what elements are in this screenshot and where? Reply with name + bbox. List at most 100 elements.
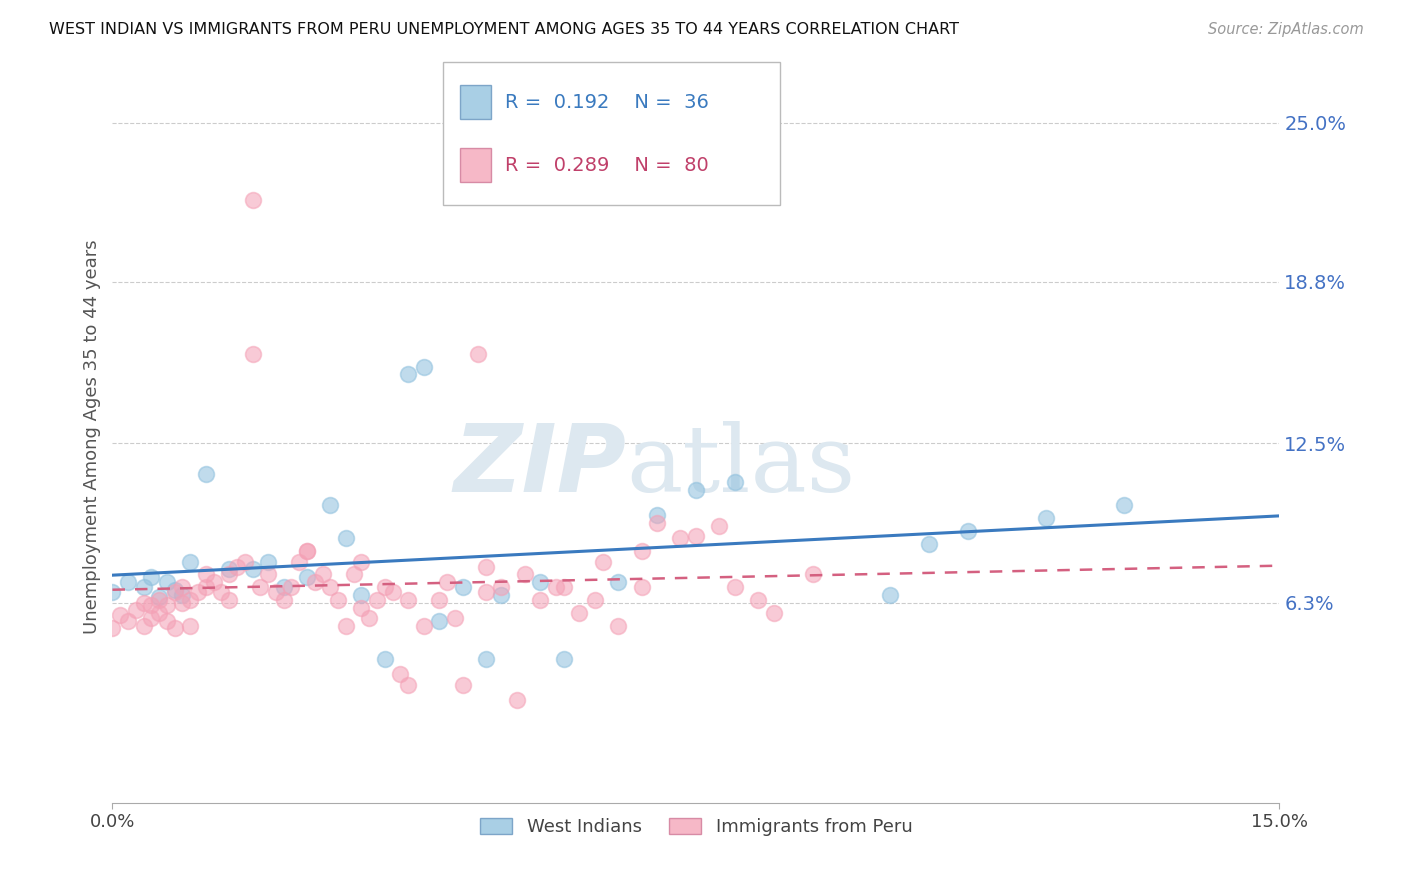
- Point: [172, 580, 194, 594]
- Point: [242, 193, 264, 207]
- Point: [148, 591, 170, 605]
- Point: [359, 611, 381, 625]
- Y-axis label: Unemployment Among Ages 35 to 44 years: Unemployment Among Ages 35 to 44 years: [83, 240, 101, 634]
- Point: [233, 555, 256, 569]
- Point: [412, 618, 434, 632]
- Point: [218, 562, 240, 576]
- Point: [335, 618, 357, 632]
- Legend: West Indians, Immigrants from Peru: West Indians, Immigrants from Peru: [471, 809, 921, 845]
- Point: [226, 559, 249, 574]
- Point: [544, 580, 567, 594]
- Point: [350, 588, 373, 602]
- Point: [257, 567, 280, 582]
- Point: [607, 618, 630, 632]
- Point: [506, 693, 529, 707]
- Point: [141, 611, 163, 625]
- Point: [172, 588, 194, 602]
- Point: [202, 575, 225, 590]
- Point: [117, 614, 139, 628]
- Point: [319, 498, 342, 512]
- Point: [724, 580, 747, 594]
- Point: [163, 585, 186, 599]
- Point: [101, 621, 124, 635]
- Point: [427, 593, 450, 607]
- Point: [553, 580, 575, 594]
- Point: [607, 575, 630, 590]
- Point: [242, 562, 264, 576]
- Point: [156, 614, 179, 628]
- Point: [172, 596, 194, 610]
- Point: [685, 529, 707, 543]
- Point: [148, 593, 170, 607]
- Point: [1035, 511, 1057, 525]
- Point: [669, 532, 692, 546]
- Point: [513, 567, 536, 582]
- Point: [592, 555, 614, 569]
- Point: [1112, 498, 1135, 512]
- Point: [366, 593, 388, 607]
- Point: [319, 580, 342, 594]
- Point: [583, 593, 606, 607]
- Point: [132, 596, 155, 610]
- Point: [257, 555, 280, 569]
- Point: [179, 593, 201, 607]
- Point: [273, 580, 295, 594]
- Point: [350, 600, 373, 615]
- Text: WEST INDIAN VS IMMIGRANTS FROM PERU UNEMPLOYMENT AMONG AGES 35 TO 44 YEARS CORRE: WEST INDIAN VS IMMIGRANTS FROM PERU UNEM…: [49, 22, 959, 37]
- Point: [451, 580, 474, 594]
- Point: [326, 593, 349, 607]
- Point: [273, 593, 295, 607]
- Point: [179, 618, 201, 632]
- Point: [295, 544, 318, 558]
- Point: [801, 567, 824, 582]
- Text: ZIP: ZIP: [453, 420, 626, 512]
- Point: [381, 585, 404, 599]
- Point: [374, 580, 396, 594]
- Point: [350, 555, 373, 569]
- Point: [242, 346, 264, 360]
- Point: [163, 621, 186, 635]
- Point: [685, 483, 707, 497]
- Point: [343, 567, 366, 582]
- Point: [110, 608, 132, 623]
- Point: [101, 585, 124, 599]
- Point: [529, 575, 551, 590]
- Point: [645, 508, 668, 523]
- Text: atlas: atlas: [626, 421, 855, 511]
- Text: R =  0.192    N =  36: R = 0.192 N = 36: [505, 93, 709, 112]
- Point: [568, 606, 591, 620]
- Point: [141, 598, 163, 612]
- Point: [389, 667, 412, 681]
- Point: [645, 516, 668, 530]
- Point: [156, 575, 179, 590]
- Point: [436, 575, 458, 590]
- Point: [264, 585, 287, 599]
- Point: [918, 536, 941, 550]
- Point: [475, 559, 498, 574]
- Point: [491, 588, 513, 602]
- Point: [209, 585, 232, 599]
- Point: [187, 585, 209, 599]
- Point: [132, 618, 155, 632]
- Point: [491, 580, 513, 594]
- Point: [396, 368, 419, 382]
- Point: [475, 652, 498, 666]
- Point: [311, 567, 333, 582]
- Point: [475, 585, 498, 599]
- Point: [304, 575, 326, 590]
- Point: [630, 544, 652, 558]
- Point: [218, 593, 240, 607]
- Point: [957, 524, 980, 538]
- Point: [443, 611, 465, 625]
- Point: [396, 593, 419, 607]
- Point: [427, 614, 450, 628]
- Point: [141, 570, 163, 584]
- Point: [451, 678, 474, 692]
- Point: [194, 567, 217, 582]
- Point: [156, 598, 179, 612]
- Point: [249, 580, 271, 594]
- Point: [163, 582, 186, 597]
- Point: [194, 580, 217, 594]
- Text: Source: ZipAtlas.com: Source: ZipAtlas.com: [1208, 22, 1364, 37]
- Point: [709, 518, 731, 533]
